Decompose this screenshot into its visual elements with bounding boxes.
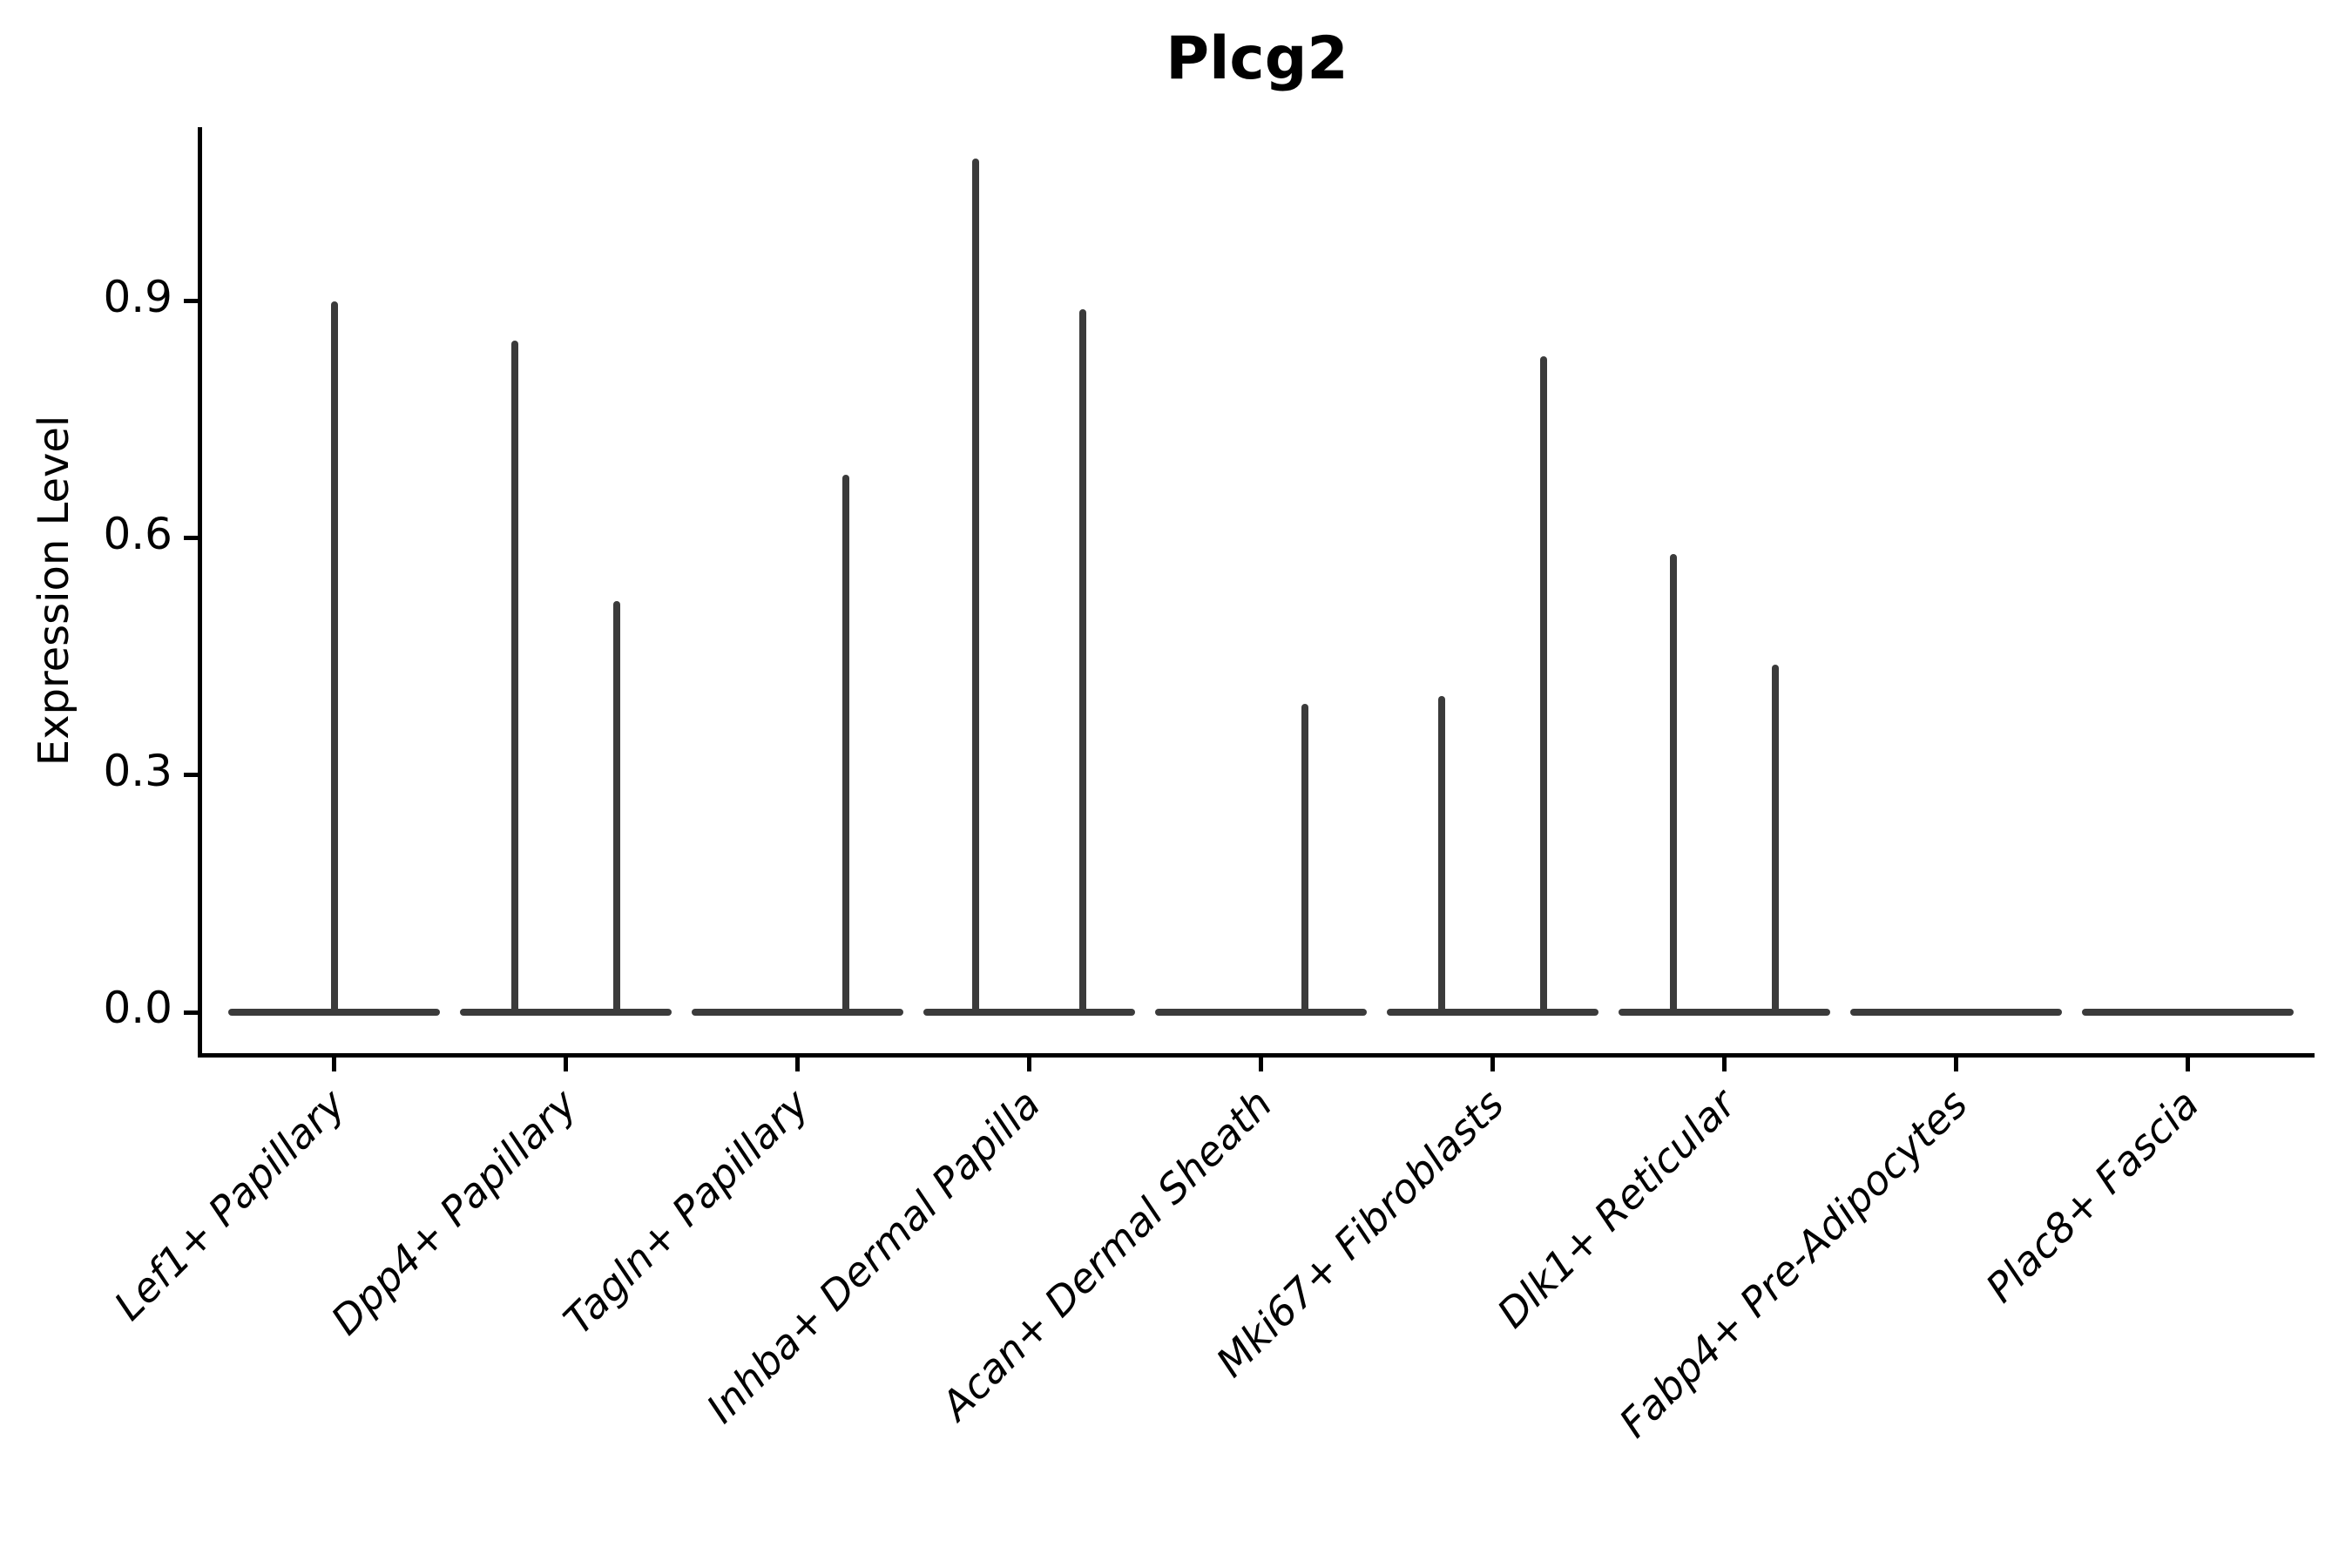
violin-tail (510, 341, 518, 1016)
x-tick-label: Lef1+ Papillary (105, 1080, 355, 1329)
violin-body (1850, 1009, 2062, 1016)
x-tick-label: Tagln+ Papillary (554, 1080, 818, 1344)
violin-tail (1078, 308, 1086, 1016)
x-tick-mark (332, 1058, 336, 1071)
violin-tail (330, 301, 338, 1016)
violin-tail (1437, 696, 1445, 1016)
x-tick-mark (1722, 1058, 1727, 1071)
y-tick-label: 0.6 (103, 508, 172, 559)
violin-body (923, 1009, 1135, 1016)
y-tick-label: 0.3 (103, 745, 172, 796)
violin-body (1155, 1009, 1367, 1016)
violin-body (1387, 1009, 1598, 1016)
y-tick-mark (184, 299, 198, 304)
violin-tail (1540, 356, 1548, 1016)
y-tick-label: 0.9 (103, 271, 172, 322)
violin-body (228, 1009, 440, 1016)
y-tick-label: 0.0 (103, 983, 172, 1033)
violin-tail (972, 159, 980, 1016)
x-tick-mark (1490, 1058, 1495, 1071)
x-tick-mark (1954, 1058, 1958, 1071)
x-tick-label: Plac8+ Fascia (1977, 1080, 2208, 1312)
x-tick-mark (795, 1058, 800, 1071)
y-tick-mark (184, 773, 198, 778)
x-tick-mark (1027, 1058, 1031, 1071)
x-tick-label: Dpp4+ Papillary (322, 1080, 586, 1344)
x-tick-mark (2186, 1058, 2190, 1071)
y-tick-mark (184, 1010, 198, 1015)
chart-title: Plcg2 (1166, 24, 1348, 93)
violin-body (460, 1009, 672, 1016)
x-tick-label: Dlk1+ Reticular (1488, 1080, 1745, 1337)
violin-body (1619, 1009, 1830, 1016)
x-tick-mark (564, 1058, 568, 1071)
x-axis-line (198, 1053, 2315, 1058)
violin-tail (1772, 664, 1780, 1016)
violin-body (2082, 1009, 2294, 1016)
violin-tail (613, 601, 621, 1016)
y-axis-line (198, 127, 202, 1058)
violin-tail (1669, 553, 1677, 1016)
violin-body (692, 1009, 903, 1016)
y-axis-label: Expression Level (30, 415, 78, 767)
y-tick-mark (184, 536, 198, 541)
x-tick-mark (1259, 1058, 1263, 1071)
violin-tail (1301, 704, 1309, 1016)
violin-tail (842, 475, 850, 1016)
